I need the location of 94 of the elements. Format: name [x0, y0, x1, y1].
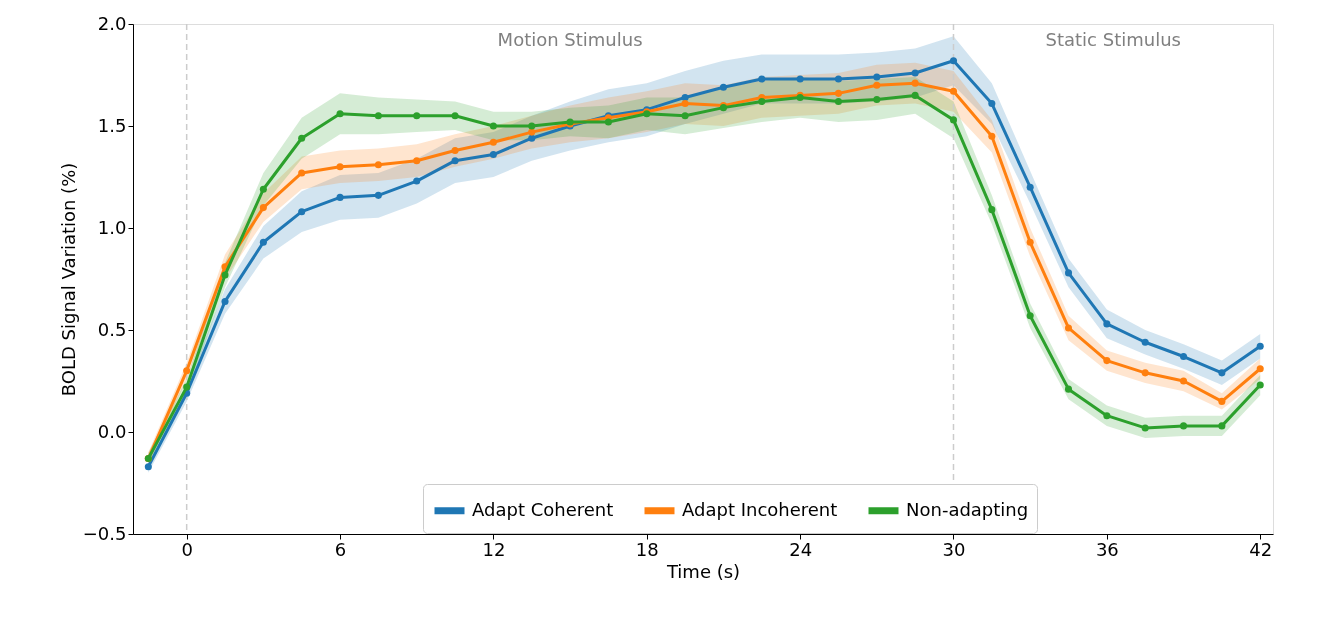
point — [988, 206, 996, 214]
point — [873, 95, 881, 104]
point — [834, 75, 843, 83]
annotation: Motion Stimulus — [497, 29, 643, 50]
point — [719, 83, 727, 91]
point — [183, 383, 191, 391]
point — [374, 112, 382, 120]
x-tick-label: 0 — [181, 538, 193, 560]
point — [796, 75, 804, 83]
point — [681, 112, 689, 120]
point — [834, 89, 843, 97]
x-tick-label: 36 — [1095, 538, 1119, 560]
x-axis-title: Time (s) — [665, 560, 741, 582]
point — [873, 81, 881, 89]
point — [1026, 312, 1034, 320]
point — [949, 87, 958, 95]
point — [451, 157, 459, 165]
point — [221, 297, 229, 305]
point — [183, 367, 191, 375]
x-tick-label: 12 — [482, 538, 506, 560]
point — [1141, 424, 1149, 432]
point — [1064, 385, 1073, 393]
point — [298, 208, 306, 216]
point — [604, 118, 612, 126]
x-tick-label: 30 — [942, 538, 966, 560]
point — [1256, 365, 1264, 373]
y-tick-label: 0.0 — [97, 420, 127, 442]
point — [1064, 324, 1073, 332]
point — [413, 157, 421, 165]
point — [336, 110, 344, 118]
legend-label: Adapt Coherent — [472, 498, 614, 520]
y-tick-label: 1.0 — [97, 216, 127, 238]
point — [988, 100, 996, 108]
point — [1180, 352, 1188, 361]
point — [1103, 320, 1111, 328]
point — [1103, 357, 1111, 365]
x-tick-label: 18 — [635, 538, 659, 560]
point — [1180, 377, 1188, 385]
point — [1064, 269, 1073, 277]
point — [336, 163, 344, 171]
point — [911, 91, 919, 99]
point — [259, 204, 267, 212]
point — [144, 463, 152, 471]
point — [1218, 397, 1226, 405]
point — [259, 185, 267, 193]
point — [451, 146, 459, 155]
point — [911, 69, 919, 77]
y-tick-label: −0.5 — [82, 522, 127, 544]
point — [298, 134, 306, 142]
point — [489, 151, 497, 159]
point — [1141, 369, 1149, 377]
y-tick-label: 2.0 — [97, 12, 127, 34]
y-tick-label: 1.5 — [97, 114, 127, 136]
point — [949, 57, 958, 65]
point — [374, 161, 382, 169]
point — [1141, 338, 1149, 346]
point — [681, 100, 689, 108]
legend-label: Non-adapting — [906, 498, 1029, 520]
x-tick-label: 6 — [334, 538, 347, 560]
x-tick-label: 42 — [1249, 538, 1273, 560]
point — [1218, 422, 1226, 430]
point — [1256, 381, 1264, 389]
point — [489, 138, 497, 146]
x-tick-label: 24 — [789, 538, 813, 560]
point — [221, 271, 229, 279]
point — [911, 79, 919, 87]
point — [413, 177, 421, 185]
point — [834, 97, 843, 106]
point — [1026, 183, 1034, 191]
legend-label: Adapt Incoherent — [682, 498, 838, 520]
point — [374, 191, 382, 199]
y-tick-label: 0.5 — [97, 318, 127, 340]
point — [1026, 238, 1034, 246]
point — [528, 128, 536, 136]
point — [949, 116, 958, 124]
y-axis-title: BOLD Signal Variation (%) — [57, 162, 79, 397]
point — [528, 122, 536, 130]
point — [681, 93, 689, 101]
annotation: Static Stimulus — [1045, 29, 1181, 50]
point — [758, 75, 766, 83]
point — [451, 112, 459, 120]
point — [1180, 422, 1188, 430]
point — [489, 122, 497, 130]
point — [1103, 412, 1111, 420]
point — [758, 97, 766, 106]
point — [413, 112, 421, 120]
point — [528, 134, 536, 142]
point — [988, 132, 996, 140]
point — [336, 193, 344, 201]
point — [873, 73, 881, 81]
point — [1218, 369, 1226, 377]
point — [1256, 342, 1264, 350]
point — [298, 169, 306, 177]
point — [259, 238, 267, 246]
